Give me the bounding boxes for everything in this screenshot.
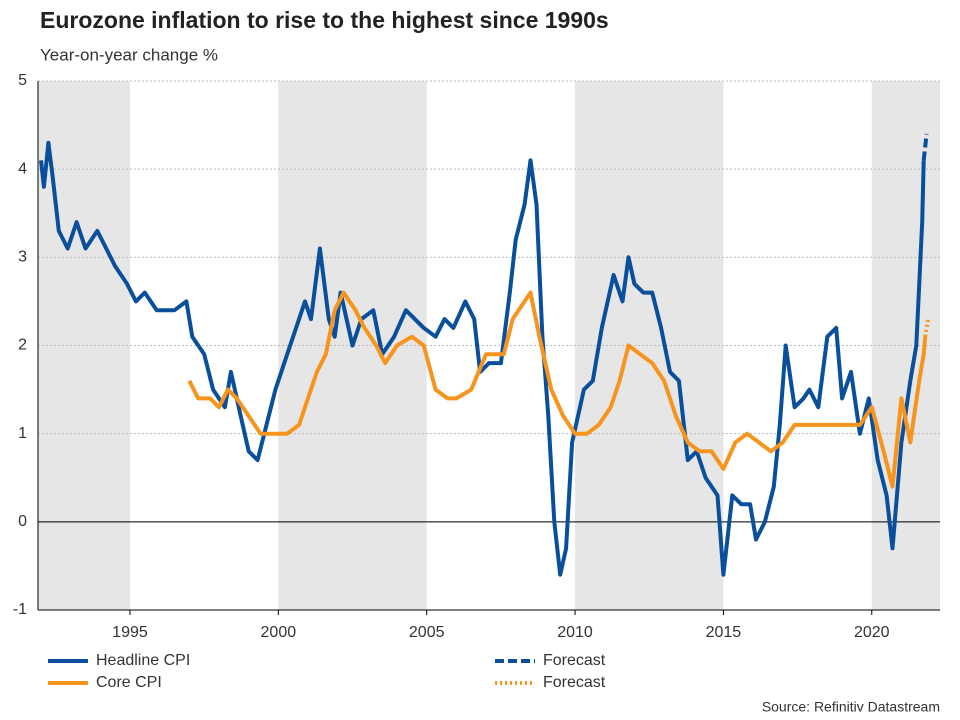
x-tick-label: 1995 [112, 624, 148, 641]
x-tick-label: 2015 [706, 624, 742, 641]
y-tick-label: 0 [18, 513, 27, 530]
legend-label: Forecast [543, 652, 606, 669]
chart-title: Eurozone inflation to rise to the highes… [40, 7, 609, 33]
line [187, 290, 928, 489]
x-tick-label: 2005 [409, 624, 445, 641]
band [871, 81, 940, 610]
source: Source: Refinitiv Datastream [762, 699, 940, 715]
y-tick-label: -1 [13, 601, 27, 618]
legend-label: Forecast [543, 674, 606, 691]
line [39, 140, 926, 577]
y-tick-label: 1 [18, 425, 27, 442]
y-tick-label: 3 [18, 249, 27, 266]
line [921, 133, 929, 161]
legend-label: Headline CPI [96, 652, 190, 669]
y-tick-label: 5 [18, 72, 27, 89]
y-tick-label: 2 [18, 337, 27, 354]
x-tick-label: 2010 [557, 624, 593, 641]
chart-subtitle: Year-on-year change % [40, 45, 218, 64]
y-tick-label: 4 [18, 160, 27, 177]
x-tick-label: 2020 [854, 624, 890, 641]
legend-label: Core CPI [96, 674, 162, 691]
x-tick-label: 2000 [261, 624, 297, 641]
